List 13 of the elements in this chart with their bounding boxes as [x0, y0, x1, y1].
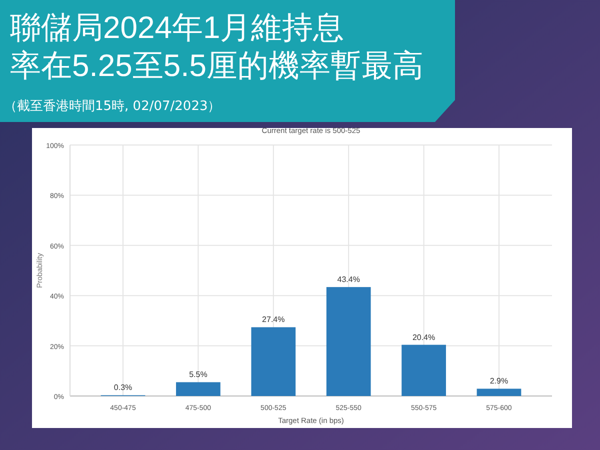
data-label: 27.4%	[262, 315, 285, 324]
bar	[402, 344, 446, 396]
data-label: 43.4%	[337, 275, 360, 284]
bar	[251, 327, 296, 396]
bar	[326, 287, 371, 396]
data-label: 0.3%	[114, 383, 132, 392]
chart-subtitle: （截至香港時間15時, 02/07/2023）	[4, 99, 221, 114]
data-label: 5.5%	[189, 370, 208, 380]
bar	[476, 388, 522, 396]
chart-title: 聯儲局2024年1月維持息率在5.25至5.5厘的機率暫最高	[10, 10, 424, 83]
data-label: 20.4%	[412, 332, 436, 342]
data-label: 2.9%	[490, 376, 508, 386]
bar	[176, 382, 220, 396]
